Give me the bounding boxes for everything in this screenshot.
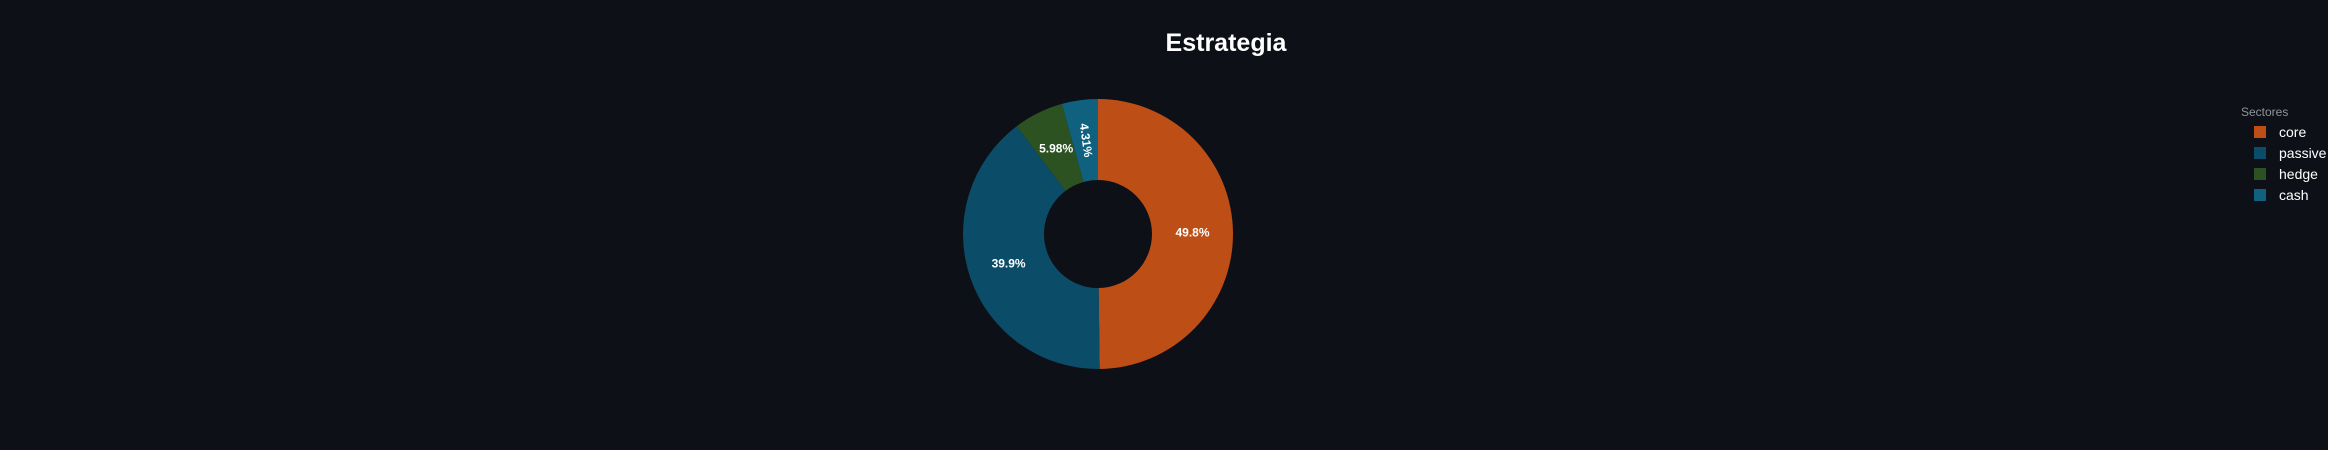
slice-label-hedge: 5.98% xyxy=(1039,141,1073,155)
legend-label-hedge: hedge xyxy=(2279,166,2318,182)
legend-swatch-cash xyxy=(2254,189,2266,201)
legend-item-passive[interactable]: passive xyxy=(2254,145,2327,161)
donut-slices xyxy=(963,99,1233,369)
slice-label-passive: 39.9% xyxy=(992,257,1026,271)
legend-item-core[interactable]: core xyxy=(2254,124,2306,140)
legend-swatch-hedge xyxy=(2254,168,2266,180)
slice-core[interactable] xyxy=(1098,99,1233,369)
legend-title: Sectores xyxy=(2241,105,2288,119)
slice-label-core: 49.8% xyxy=(1175,226,1209,240)
slice-label-cash: 4.31% xyxy=(1077,122,1096,158)
legend-label-cash: cash xyxy=(2279,187,2309,203)
slice-passive[interactable] xyxy=(963,126,1100,369)
slice-labels: 49.8% 39.9% 5.98% 4.31% xyxy=(992,122,1210,270)
legend: Sectores core passive hedge cash xyxy=(2241,105,2327,203)
slice-hedge[interactable] xyxy=(1016,103,1084,191)
legend-swatch-core xyxy=(2254,126,2266,138)
legend-item-hedge[interactable]: hedge xyxy=(2254,166,2318,182)
legend-swatch-passive xyxy=(2254,147,2266,159)
legend-label-core: core xyxy=(2279,124,2306,140)
slice-cash[interactable] xyxy=(1061,99,1098,182)
legend-label-passive: passive xyxy=(2279,145,2327,161)
legend-item-cash[interactable]: cash xyxy=(2254,187,2309,203)
chart-title: Estrategia xyxy=(1166,29,1288,57)
